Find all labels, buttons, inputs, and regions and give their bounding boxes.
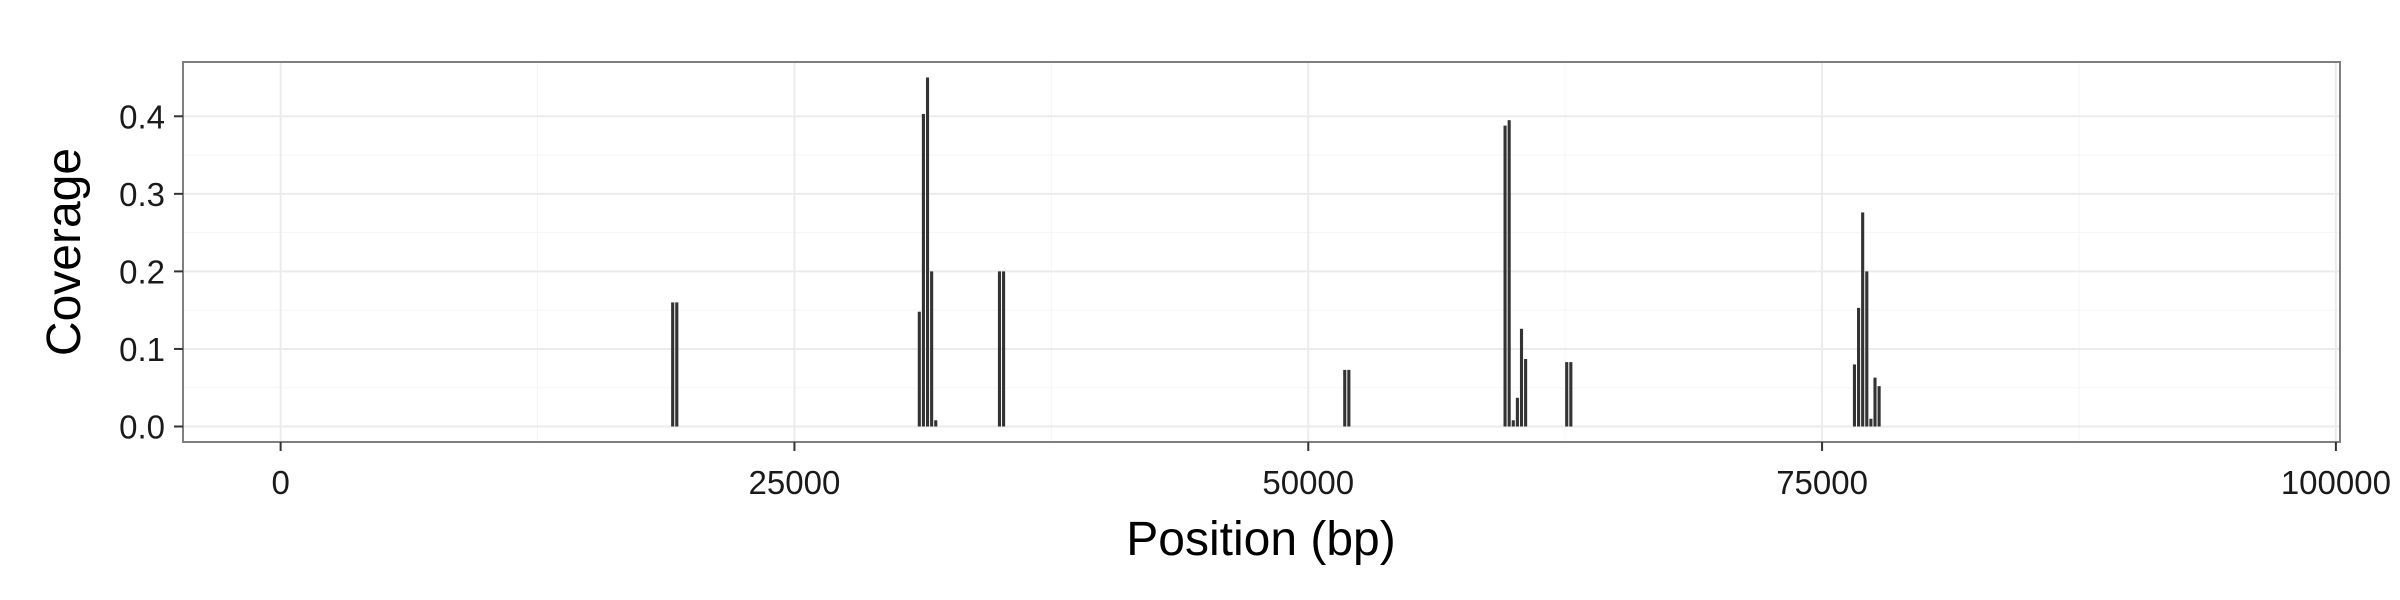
coverage-bar xyxy=(675,302,679,427)
coverage-bar xyxy=(921,113,925,427)
coverage-bar xyxy=(1865,271,1869,427)
x-tick-label: 0 xyxy=(271,464,289,501)
x-tick-label: 100000 xyxy=(2281,464,2391,501)
coverage-bar xyxy=(1857,307,1861,427)
coverage-bar xyxy=(917,311,921,427)
coverage-bar xyxy=(1873,377,1877,427)
coverage-bar xyxy=(930,271,934,427)
x-tick-label: 25000 xyxy=(749,464,841,501)
coverage-bar xyxy=(1569,362,1573,427)
coverage-bar xyxy=(1503,125,1507,427)
y-tick-label: 0.1 xyxy=(119,331,165,368)
coverage-bar xyxy=(1877,386,1881,427)
coverage-bar xyxy=(671,302,675,427)
coverage-bar xyxy=(1565,362,1569,427)
x-tick-label: 75000 xyxy=(1776,464,1868,501)
coverage-bar xyxy=(1861,212,1865,427)
minor-gridlines xyxy=(183,62,2340,442)
coverage-bar xyxy=(1524,359,1528,427)
coverage-bar xyxy=(997,271,1002,427)
y-axis: 0.0 0.1 0.2 0.3 0.4 xyxy=(119,98,183,445)
bars xyxy=(671,77,1881,427)
coverage-bar xyxy=(934,420,938,427)
x-axis: 0 25000 50000 75000 100000 xyxy=(271,442,2391,501)
y-tick-label: 0.2 xyxy=(119,253,165,290)
coverage-bar xyxy=(1515,397,1519,427)
coverage-bar xyxy=(1869,418,1873,427)
y-tick-label: 0.3 xyxy=(119,176,165,213)
panel-background xyxy=(183,62,2340,442)
coverage-bar xyxy=(1519,328,1524,427)
major-gridlines xyxy=(183,62,2340,442)
panel-border xyxy=(182,61,2341,443)
coverage-bar xyxy=(1511,420,1515,427)
coverage-bar xyxy=(1507,120,1511,427)
x-tick-label: 50000 xyxy=(1262,464,1354,501)
y-axis-title: Coverage xyxy=(38,148,91,356)
coverage-bar xyxy=(1347,369,1351,427)
coverage-bar xyxy=(1343,369,1347,427)
y-tick-label: 0.0 xyxy=(119,408,165,445)
coverage-bar xyxy=(925,77,930,427)
x-axis-title: Position (bp) xyxy=(1126,513,1395,566)
coverage-bar xyxy=(1852,364,1857,427)
y-tick-label: 0.4 xyxy=(119,98,165,135)
coverage-bar xyxy=(1002,271,1006,427)
